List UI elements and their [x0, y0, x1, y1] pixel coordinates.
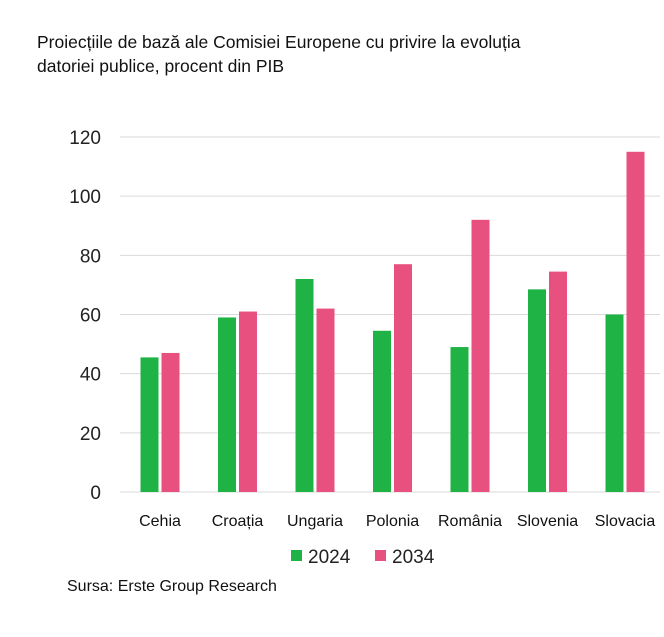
- x-category-label-5: Slovenia: [517, 513, 578, 530]
- legend-label-2024: 2024: [308, 547, 351, 568]
- y-tick-label-120: 120: [69, 128, 101, 149]
- bar-2034-Slovacia: [626, 151, 645, 492]
- bar-2024-Croația: [218, 317, 236, 492]
- legend-swatch-2034: [375, 550, 386, 561]
- legend-label-2034: 2034: [392, 547, 435, 568]
- x-category-label-6: Slovacia: [595, 513, 656, 530]
- y-tick-label-0: 0: [90, 483, 101, 504]
- bar-2024-România: [450, 347, 469, 492]
- bar-2024-Slovenia: [528, 289, 546, 492]
- x-category-label-1: Croația: [212, 513, 264, 530]
- bar-2024-Polonia: [373, 330, 391, 492]
- bar-2034-Ungaria: [316, 308, 335, 492]
- legend: 2024 2034: [291, 547, 435, 568]
- y-tick-label-60: 60: [80, 306, 101, 327]
- x-category-label-4: România: [438, 513, 502, 530]
- y-tick-label-20: 20: [80, 424, 101, 445]
- x-category-label-2: Ungaria: [287, 513, 343, 530]
- x-axis-category-labels: Cehia Croația Ungaria Polonia România Sloveni…: [139, 513, 655, 530]
- legend-swatch-2024: [291, 550, 302, 561]
- chart-title-line-1: Proiecțiile de bază ale Comisiei Europen…: [37, 32, 521, 52]
- y-tick-label-80: 80: [80, 246, 101, 267]
- y-tick-label-40: 40: [80, 365, 101, 386]
- bar-chart: 0 20 40 60 80 100 120 Cehia Croația Ungaria Polon…: [69, 128, 660, 568]
- chart-title: Proiecțiile de bază ale Comisiei Europen…: [37, 30, 637, 78]
- y-tick-label-100: 100: [69, 187, 101, 208]
- source-note: Sursa: Erste Group Research: [67, 578, 277, 595]
- bar-2034-Slovenia: [549, 271, 567, 492]
- y-axis-tick-labels: 0 20 40 60 80 100 120: [69, 128, 101, 504]
- bar-2024-Slovacia: [605, 314, 624, 492]
- bars: [140, 151, 645, 493]
- bar-2034-Cehia: [161, 352, 180, 492]
- bar-2034-România: [471, 219, 490, 493]
- bar-2024-Cehia: [140, 357, 159, 492]
- bar-2024-Ungaria: [295, 279, 314, 492]
- chart-title-line-2: datoriei publice, procent din PIB: [37, 56, 285, 76]
- bar-2034-Polonia: [394, 264, 412, 492]
- gridlines: [120, 136, 660, 493]
- x-category-label-3: Polonia: [366, 513, 419, 530]
- bar-2034-Croația: [239, 311, 257, 492]
- x-category-label-0: Cehia: [139, 513, 181, 530]
